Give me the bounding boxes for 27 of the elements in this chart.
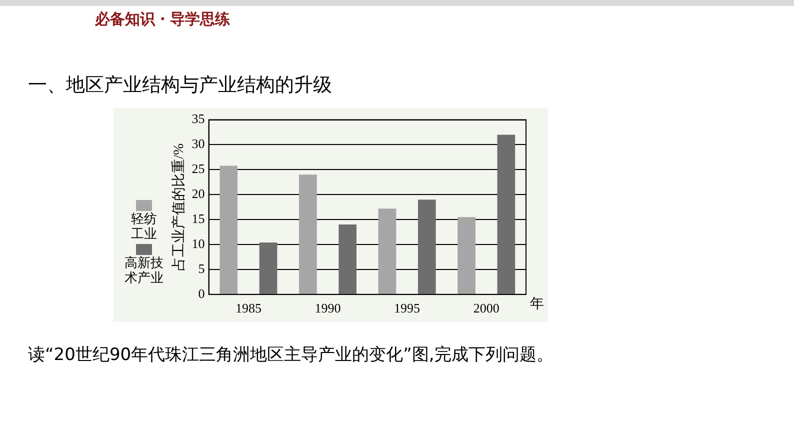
bar — [259, 242, 278, 294]
y-tick-label: 30 — [192, 136, 205, 152]
x-tick-label: 2000 — [473, 300, 500, 316]
x-tick-label: 1985 — [235, 300, 262, 316]
chart-subtitle: 必备知识・导学思练 — [95, 10, 230, 29]
x-tick-label: 1995 — [394, 300, 420, 316]
x-axis-title: 年 — [530, 296, 544, 312]
bar — [378, 208, 396, 294]
bar — [497, 134, 516, 294]
y-tick-label: 20 — [192, 186, 205, 202]
x-tick-label: 1990 — [314, 300, 341, 316]
bar — [458, 217, 476, 294]
y-tick-label: 0 — [198, 286, 205, 301]
y-tick-label: 35 — [192, 111, 205, 126]
y-tick-label: 25 — [192, 161, 205, 176]
y-tick-label: 10 — [192, 236, 205, 251]
bar — [220, 166, 238, 294]
legend-label: 轻纺工业 — [130, 212, 158, 242]
chart-title: 一、地区产业结构与产业结构的升级 — [28, 73, 332, 98]
bar — [338, 224, 356, 294]
bar — [299, 174, 317, 294]
legend-label: 高新技术产业 — [124, 256, 164, 286]
y-tick-label: 5 — [198, 260, 205, 276]
y-tick-label: 15 — [192, 210, 205, 226]
text: 读“20世纪90年代珠江三角洲地区主导产业的变化”图,完成下列问题。 — [28, 344, 554, 366]
y-axis-title: 占工业产值的比重/% — [171, 142, 188, 271]
bar — [418, 200, 436, 294]
